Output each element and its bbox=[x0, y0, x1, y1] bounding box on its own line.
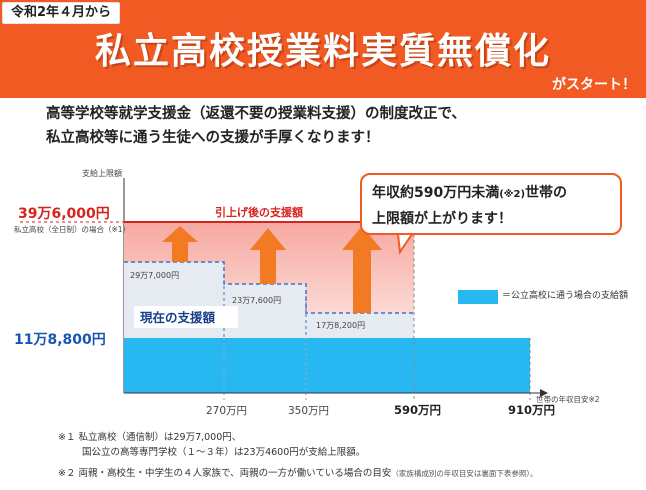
footnote-2: ※２ 両親・高校生・中学生の４人家族で、両親の一方が働いている場合の目安（家族構… bbox=[58, 466, 638, 481]
y-axis-label: 支給上限額 bbox=[82, 168, 122, 178]
legend: ＝公立高校に通う場合の支給額 bbox=[458, 290, 638, 305]
lead-text: 高等学校等就学支援金（返還不要の授業料支援）の制度改正で、 私立高校等に通う生徒… bbox=[46, 102, 626, 150]
footnote-1: ※１ 私立高校（通信制）は29万7,000円、 国公立の高等専門学校（１～３年）… bbox=[58, 430, 638, 460]
callout-note-ref: (※2) bbox=[499, 189, 526, 200]
public-support-bar bbox=[124, 338, 530, 393]
step-label-2: 23万7,600円 bbox=[232, 296, 281, 305]
current-support-label: 現在の支援額 bbox=[140, 310, 216, 325]
new-limit-label: 引上げ後の支援額 bbox=[215, 205, 303, 219]
page-subtitle: がスタート！ bbox=[552, 77, 636, 93]
new-limit-note: 私立高校（全日制）の場合（※1） bbox=[14, 224, 130, 234]
footnote-2-main: ※２ 両親・高校生・中学生の４人家族で、両親の一方が働いている場合の目安 bbox=[58, 468, 392, 479]
increase-arrows bbox=[162, 226, 382, 313]
callout-household: 世帯の bbox=[525, 185, 568, 201]
footnote-1-line-2: 国公立の高等専門学校（１～３年）は23万4600円が支給上限額。 bbox=[82, 447, 366, 458]
callout-line-1: 年収約590万円未満(※2)世帯の bbox=[372, 181, 610, 207]
up-arrow-icon bbox=[250, 228, 286, 284]
x-tick-910: 910万円 bbox=[508, 403, 555, 417]
base-value: 11万8,800円 bbox=[14, 332, 106, 348]
support-chart: 支給上限額 引上げ後の支援額 29万7,000円 23万7,600円 17万8,… bbox=[14, 168, 600, 417]
step-label-3: 17万8,200円 bbox=[316, 321, 365, 330]
current-label-bg bbox=[134, 306, 238, 328]
legend-text: ＝公立高校に通う場合の支給額 bbox=[502, 291, 629, 301]
callout-box: 年収約590万円未満(※2)世帯の 上限額が上がります！ bbox=[360, 173, 622, 235]
x-axis-label: 世帯の年収目安※2 bbox=[536, 394, 600, 404]
callout-income: 年収約590万円未満 bbox=[372, 185, 500, 201]
lead-line-1: 高等学校等就学支援金（返還不要の授業料支援）の制度改正で、 bbox=[46, 106, 466, 122]
current-support-step-3 bbox=[306, 313, 414, 338]
x-tick-270: 270万円 bbox=[206, 405, 247, 417]
footnote-2-small: （家族構成別の年収目安は裏面下表参照）。 bbox=[391, 469, 538, 478]
footnotes: ※１ 私立高校（通信制）は29万7,000円、 国公立の高等専門学校（１～３年）… bbox=[58, 430, 638, 487]
footnote-1-line-1: ※１ 私立高校（通信制）は29万7,000円、 bbox=[58, 432, 242, 443]
header-banner: 令和2年４月から 私立高校授業料実質無償化 がスタート！ bbox=[0, 0, 646, 98]
up-arrow-icon bbox=[162, 226, 198, 262]
date-tag: 令和2年４月から bbox=[2, 2, 121, 24]
callout-line-2: 上限額が上がります！ bbox=[372, 211, 512, 227]
new-limit-value: 39万6,000円 bbox=[18, 206, 110, 222]
x-axis-arrow-icon bbox=[540, 389, 548, 397]
legend-swatch-public bbox=[458, 290, 498, 304]
lead-line-2: 私立高校等に通う生徒への支援が手厚くなります！ bbox=[46, 130, 380, 146]
page-title: 私立高校授業料実質無償化 bbox=[94, 31, 551, 72]
x-tick-590: 590万円 bbox=[394, 403, 441, 417]
step-label-1: 29万7,000円 bbox=[130, 271, 179, 280]
x-tick-350: 350万円 bbox=[288, 405, 329, 417]
up-arrow-icon bbox=[342, 226, 382, 313]
